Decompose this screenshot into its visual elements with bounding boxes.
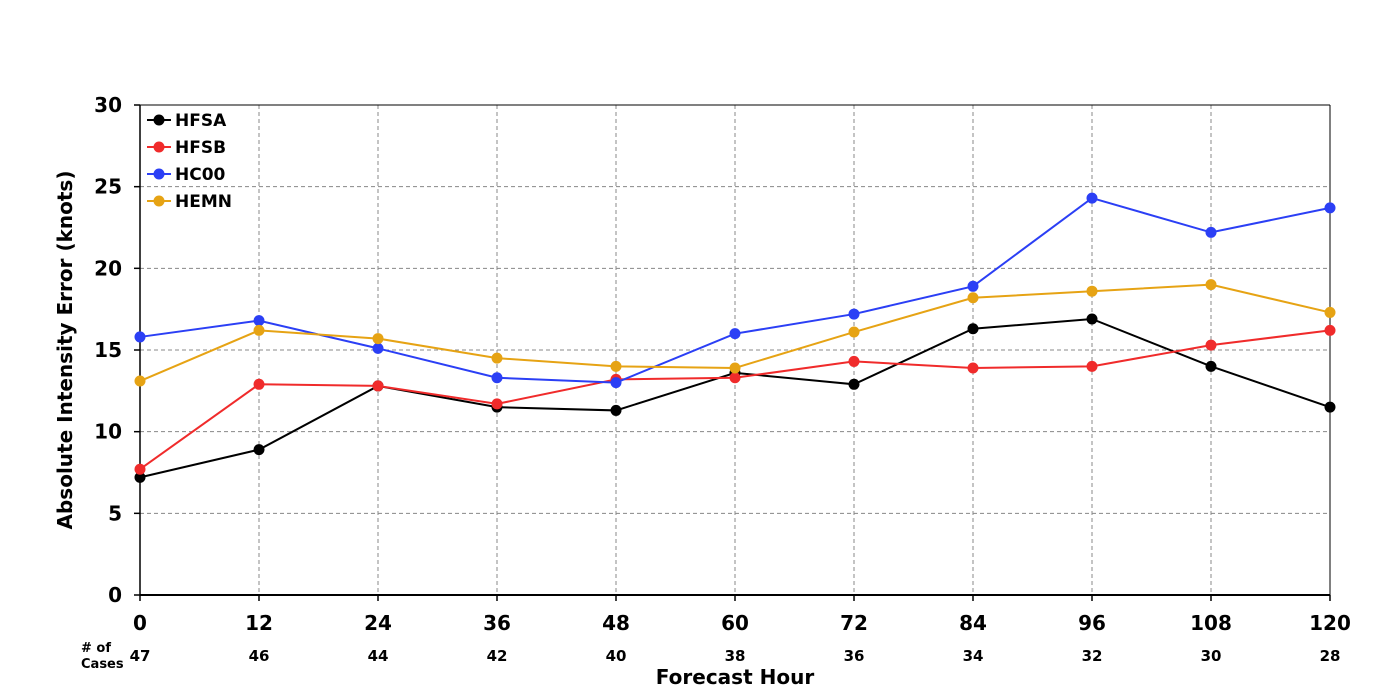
series-hemn <box>134 279 1336 387</box>
y-tick-label: 5 <box>108 501 122 525</box>
data-point-hfsb <box>1086 360 1098 372</box>
data-point-hemn <box>491 352 503 364</box>
data-point-hemn <box>253 324 265 336</box>
data-point-hfsa <box>134 471 146 483</box>
case-count-label: 28 <box>1320 647 1341 665</box>
data-point-hemn <box>372 333 384 345</box>
data-point-hfsa <box>1324 401 1336 413</box>
data-point-hfsb <box>1205 339 1217 351</box>
legend-label: HFSB <box>175 138 226 158</box>
y-axis-title: Absolute Intensity Error (knots) <box>53 171 77 530</box>
data-point-hc00 <box>1324 202 1336 214</box>
case-count-label: 38 <box>725 647 746 665</box>
legend-item-hfsb: HFSB <box>147 138 226 158</box>
data-point-hfsb <box>967 362 979 374</box>
legend: HFSA HFSB HC00 HEMN <box>147 111 232 212</box>
data-point-hfsb <box>1324 324 1336 336</box>
data-point-hc00 <box>967 280 979 292</box>
legend-label: HEMN <box>175 192 232 212</box>
data-point-hc00 <box>491 372 503 384</box>
data-point-hemn <box>1086 285 1098 297</box>
data-point-hfsa <box>610 404 622 416</box>
legend-marker <box>153 114 165 126</box>
x-tick-label: 120 <box>1309 611 1351 635</box>
data-point-hfsa <box>967 323 979 335</box>
case-count-label: 47 <box>130 647 151 665</box>
x-tick-label: 108 <box>1190 611 1232 635</box>
data-point-hemn <box>134 375 146 387</box>
tick-labels: 0 5 10 15 20 25 30 0 47 12 46 24 44 36 42 48 40 60 38 72 36 8… <box>94 93 1351 665</box>
data-point-hemn <box>1205 279 1217 291</box>
data-point-hemn <box>967 292 979 304</box>
data-point-hemn <box>729 362 741 374</box>
case-count-label: 36 <box>844 647 865 665</box>
case-count-label: 42 <box>487 647 508 665</box>
x-tick-label: 0 <box>133 611 147 635</box>
series-group <box>134 192 1336 483</box>
case-count-label: 30 <box>1201 647 1222 665</box>
series-line-hfsa <box>139 317 1331 479</box>
cases-label-line2: Cases <box>81 657 124 672</box>
data-point-hc00 <box>134 331 146 343</box>
data-point-hfsb <box>848 355 860 367</box>
case-count-label: 44 <box>368 647 389 665</box>
case-count-label: 46 <box>249 647 270 665</box>
data-point-hc00 <box>848 308 860 320</box>
legend-item-hc00: HC00 <box>147 165 226 185</box>
y-tick-label: 0 <box>108 583 122 607</box>
x-tick-label: 12 <box>245 611 273 635</box>
series-hc00 <box>134 192 1336 389</box>
data-point-hfsb <box>729 372 741 384</box>
x-axis-title: Forecast Hour <box>656 665 815 689</box>
y-tick-label: 15 <box>94 338 122 362</box>
x-tick-label: 84 <box>959 611 987 635</box>
x-tick-label: 96 <box>1078 611 1106 635</box>
data-point-hc00 <box>1086 192 1098 204</box>
data-point-hfsa <box>1205 360 1217 372</box>
grid-lines <box>140 104 1331 595</box>
legend-item-hemn: HEMN <box>147 192 232 212</box>
data-point-hfsa <box>253 444 265 456</box>
x-tick-label: 48 <box>602 611 630 635</box>
data-point-hc00 <box>610 377 622 389</box>
data-point-hemn <box>610 360 622 372</box>
legend-marker <box>153 195 165 207</box>
case-count-label: 40 <box>606 647 627 665</box>
data-point-hc00 <box>1205 226 1217 238</box>
legend-marker <box>153 168 165 180</box>
case-count-label: 34 <box>963 647 984 665</box>
legend-item-hfsa: HFSA <box>147 111 227 131</box>
data-point-hc00 <box>729 328 741 340</box>
cases-label-line1: # of <box>81 641 111 656</box>
y-tick-label: 10 <box>94 420 122 444</box>
data-point-hfsb <box>134 463 146 475</box>
axes <box>134 104 1331 601</box>
y-tick-label: 30 <box>94 93 122 117</box>
x-tick-label: 36 <box>483 611 511 635</box>
data-point-hfsa <box>848 378 860 390</box>
data-point-hfsb <box>372 380 384 392</box>
data-point-hfsb <box>491 398 503 410</box>
x-tick-label: 60 <box>721 611 749 635</box>
data-point-hfsb <box>253 378 265 390</box>
data-point-hfsa <box>1086 313 1098 325</box>
data-point-hemn <box>1324 306 1336 318</box>
x-tick-label: 24 <box>364 611 392 635</box>
y-tick-label: 25 <box>94 175 122 199</box>
legend-label: HC00 <box>175 165 226 185</box>
legend-marker <box>153 141 165 153</box>
data-point-hemn <box>848 326 860 338</box>
data-point-hc00 <box>372 342 384 354</box>
data-point-hc00 <box>253 315 265 327</box>
case-count-label: 32 <box>1082 647 1103 665</box>
legend-label: HFSA <box>175 111 227 131</box>
y-tick-label: 20 <box>94 256 122 280</box>
x-tick-label: 72 <box>840 611 868 635</box>
